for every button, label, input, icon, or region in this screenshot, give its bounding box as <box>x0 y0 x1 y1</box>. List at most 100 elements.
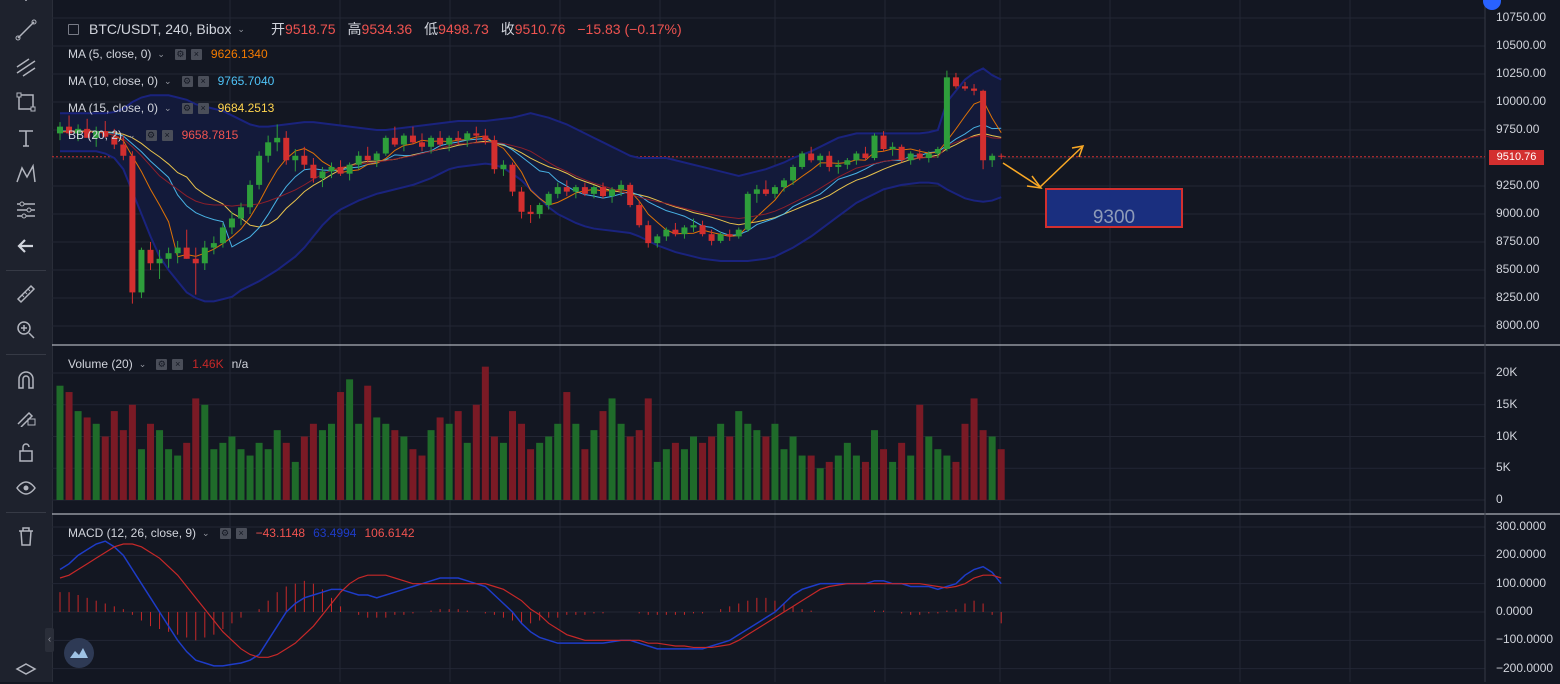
lock-drawing-icon[interactable] <box>11 404 41 428</box>
candle-body <box>228 218 235 228</box>
volume-bar <box>409 449 417 500</box>
settings-icon[interactable]: ⚙ <box>219 527 231 539</box>
volume-bar <box>454 411 462 500</box>
user-drawings <box>1002 145 1085 189</box>
volume-bar <box>346 379 354 500</box>
candle-body <box>57 126 63 134</box>
volume-bar <box>635 430 643 500</box>
text-icon[interactable] <box>11 126 41 150</box>
macd-tick-label: −200.0000 <box>1496 660 1554 675</box>
chevron-down-icon[interactable]: ⌄ <box>164 102 172 113</box>
volume-bar <box>717 423 725 500</box>
chevron-down-icon[interactable]: ⌄ <box>138 358 147 369</box>
chevron-down-icon[interactable]: ⌄ <box>157 48 165 59</box>
macd-tick-label: 100.0000 <box>1496 575 1547 590</box>
price-tick-label: 10500.00 <box>1496 38 1547 52</box>
candle-body <box>572 187 579 192</box>
target-rectangle-drawing[interactable]: 9300 <box>1045 188 1183 228</box>
volume-label[interactable]: Volume (20) <box>68 357 133 371</box>
chevron-down-icon[interactable]: ⌄ <box>164 75 172 86</box>
collapse-legend-icon[interactable] <box>68 23 79 35</box>
candle-body <box>726 234 733 237</box>
toolbar-collapse-handle[interactable]: ‹ <box>45 628 54 652</box>
chart-grid <box>52 0 1560 682</box>
candle-body <box>835 164 842 167</box>
candle-body <box>346 164 353 174</box>
candle-body <box>690 225 697 228</box>
toolbar-divider <box>6 354 46 355</box>
volume-bar <box>128 404 136 500</box>
macd-label[interactable]: MACD (12, 26, close, 9) <box>68 526 197 540</box>
candle-body <box>337 166 344 174</box>
macd-tick-label: 200.0000 <box>1496 547 1547 562</box>
candle-body <box>518 191 525 212</box>
close-icon[interactable]: × <box>235 527 247 539</box>
candle-body <box>301 155 308 165</box>
macd-legend[interactable]: MACD (12, 26, close, 9) ⌄ ⚙ × −43.1148 63… <box>68 526 415 540</box>
bb-legend[interactable]: BB (20, 2) ⌄ ⚙ × 9658.7815 <box>68 128 238 142</box>
settings-icon[interactable]: ⚙ <box>181 102 193 114</box>
settings-icon[interactable]: ⚙ <box>181 75 193 87</box>
unlock-icon[interactable] <box>11 440 41 464</box>
volume-legend[interactable]: Volume (20) ⌄ ⚙ × 1.46K n/a <box>68 357 248 371</box>
ma10-label[interactable]: MA (10, close, 0) <box>68 74 159 88</box>
candle-body <box>817 155 824 161</box>
settings-icon[interactable]: ⚙ <box>174 48 186 60</box>
macd-hist-value: −43.1148 <box>255 526 306 540</box>
symbol-title[interactable]: BTC/USDT, 240, Bibox <box>89 21 232 37</box>
ma15-legend[interactable]: MA (15, close, 0) ⌄ ⚙ × 9684.2513 <box>68 101 274 115</box>
settings-icon[interactable]: ⚙ <box>156 358 168 370</box>
volume-bar <box>825 461 833 500</box>
trash-icon[interactable] <box>11 524 41 548</box>
eye-icon[interactable] <box>11 476 41 500</box>
candle-body <box>708 234 715 241</box>
close-icon[interactable]: × <box>197 102 209 114</box>
tradingview-logo-icon[interactable] <box>64 638 94 668</box>
layers-icon[interactable] <box>11 660 41 684</box>
settings-icon[interactable]: ⚙ <box>145 129 157 141</box>
notification-dot-icon[interactable] <box>1483 0 1501 10</box>
candle-body <box>636 205 643 226</box>
chevron-down-icon[interactable]: ⌄ <box>128 129 136 140</box>
volume-bar <box>418 455 426 500</box>
volume-bar <box>961 423 969 500</box>
bb-label[interactable]: BB (20, 2) <box>68 128 123 142</box>
pattern-icon[interactable] <box>11 162 41 186</box>
ruler-icon[interactable] <box>11 282 41 306</box>
volume-bar <box>644 398 652 500</box>
volume-bar <box>852 455 860 500</box>
close-icon[interactable]: × <box>161 129 173 141</box>
magnet-icon[interactable] <box>11 368 41 392</box>
price-tick-label: 10750.00 <box>1496 10 1547 24</box>
zoom-in-icon[interactable] <box>11 318 41 342</box>
close-icon[interactable]: × <box>197 75 209 87</box>
fib-retracement-icon[interactable] <box>11 55 41 79</box>
current-price-tag: 9510.76 <box>1489 150 1544 165</box>
volume-bar <box>979 430 987 500</box>
ma15-label[interactable]: MA (15, close, 0) <box>68 101 159 115</box>
prediction-icon[interactable] <box>11 198 41 222</box>
ma5-label[interactable]: MA (5, close, 0) <box>68 47 152 61</box>
back-arrow-icon[interactable] <box>11 234 41 258</box>
volume-bar <box>427 430 435 500</box>
close-icon[interactable]: × <box>172 358 184 370</box>
volume-bar <box>282 442 290 500</box>
volume-bar <box>364 385 372 500</box>
close-icon[interactable]: × <box>190 48 202 60</box>
trend-line-icon[interactable] <box>11 18 41 42</box>
rectangle-icon[interactable] <box>11 90 41 114</box>
candle-body <box>156 258 163 264</box>
chevron-down-icon[interactable]: ⌄ <box>237 23 245 34</box>
candle-body <box>283 137 290 161</box>
candle-body <box>952 77 959 87</box>
volume-bar <box>907 455 915 500</box>
volume-bar <box>156 430 164 500</box>
volume-bar <box>581 449 589 500</box>
volume-bar <box>626 436 634 500</box>
ma10-legend[interactable]: MA (10, close, 0) ⌄ ⚙ × 9765.7040 <box>68 74 274 88</box>
chevron-down-icon[interactable]: ⌄ <box>202 527 210 538</box>
volume-bar <box>328 423 335 500</box>
candle-body <box>844 160 851 165</box>
ma5-legend[interactable]: MA (5, close, 0) ⌄ ⚙ × 9626.1340 <box>68 47 268 61</box>
